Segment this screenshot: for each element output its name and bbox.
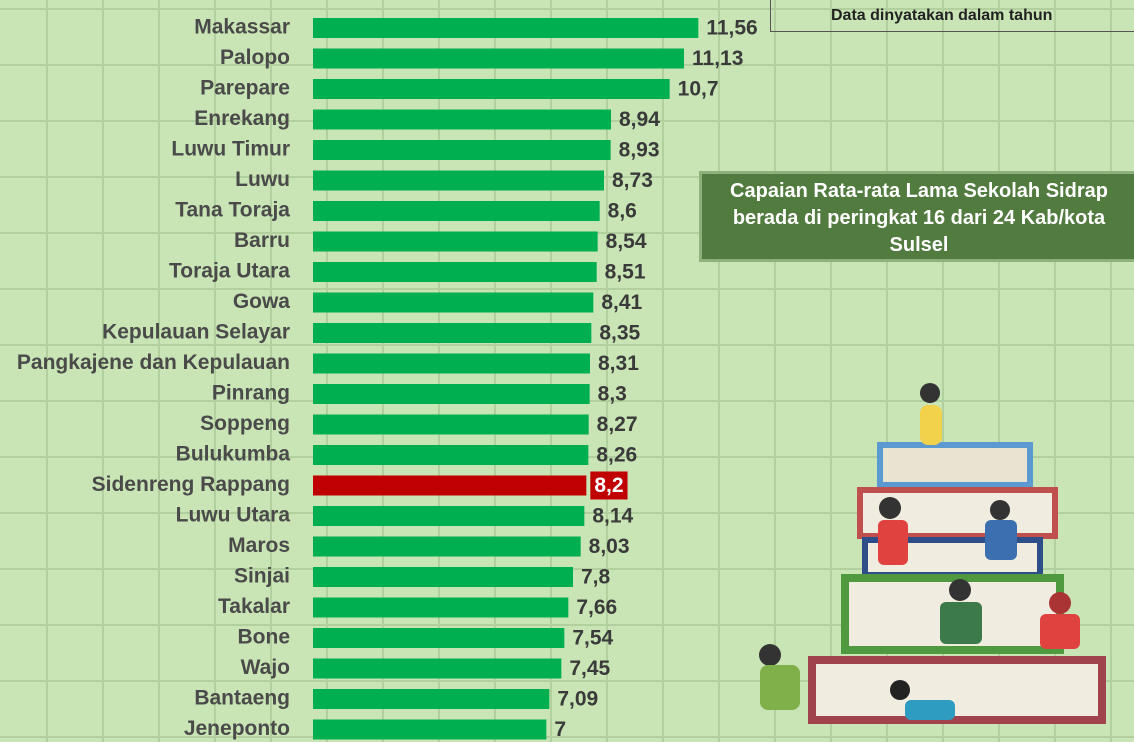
category-label: Tana Toraja <box>175 199 290 222</box>
category-label: Luwu <box>235 168 290 191</box>
illustration <box>759 383 1102 720</box>
value-label: 7,66 <box>576 596 617 619</box>
bar <box>313 232 598 252</box>
value-label: 10,7 <box>678 78 719 101</box>
category-label: Bone <box>238 626 291 649</box>
bar <box>313 415 589 435</box>
category-label: Palopo <box>220 46 290 69</box>
bar <box>313 720 546 740</box>
value-label: 8,26 <box>596 444 637 467</box>
category-label: Jeneponto <box>184 717 290 740</box>
bar <box>313 628 564 648</box>
bar <box>313 689 549 709</box>
category-label: Wajo <box>241 656 290 679</box>
value-label: 8,41 <box>601 291 642 314</box>
bar <box>313 384 590 404</box>
category-label: Gowa <box>233 290 290 313</box>
bar <box>313 659 561 679</box>
value-label: 8,2 <box>594 474 623 497</box>
category-label: Luwu Utara <box>176 504 291 527</box>
bar <box>313 110 611 130</box>
bar <box>313 354 590 374</box>
category-label: Sinjai <box>234 565 290 588</box>
value-label: 8,14 <box>592 505 633 528</box>
chart: Makassar 11,56 Palopo 11,13 Parepare 10,7 Enre… <box>0 0 1134 742</box>
bar <box>313 476 586 496</box>
category-label: Toraja Utara <box>169 260 290 283</box>
value-label: 8,27 <box>597 413 638 436</box>
value-label: 7,54 <box>572 627 613 650</box>
category-label: Soppeng <box>200 412 290 435</box>
highlight-note: Capaian Rata-rata Lama Sekolah Sidrap be… <box>699 171 1134 262</box>
bar <box>313 18 698 38</box>
value-label: 11,56 <box>706 17 757 40</box>
category-label: Maros <box>228 534 290 557</box>
value-label: 8,51 <box>605 261 646 284</box>
bar <box>313 49 684 69</box>
value-label: 8,73 <box>612 169 653 192</box>
value-label: 7,09 <box>557 688 598 711</box>
value-label: 8,54 <box>606 230 647 253</box>
value-label: 7,45 <box>569 657 610 680</box>
bar <box>313 293 593 313</box>
page: Makassar 11,56 Palopo 11,13 Parepare 10,7 Enre… <box>0 0 1134 742</box>
category-label: Bantaeng <box>194 687 290 710</box>
bar <box>313 323 591 343</box>
bar <box>313 201 600 221</box>
category-label: Makassar <box>194 16 290 39</box>
value-label: 7,8 <box>581 566 611 589</box>
value-label: 8,6 <box>608 200 637 223</box>
category-label: Parepare <box>200 77 290 100</box>
category-label: Pangkajene dan Kepulauan <box>17 351 290 374</box>
value-label: 8,03 <box>589 535 630 558</box>
category-label: Takalar <box>218 595 290 618</box>
bar <box>313 171 604 191</box>
unit-note: Data dinyatakan dalam tahun <box>770 0 1134 32</box>
value-label: 8,3 <box>598 383 627 406</box>
category-label: Kepulauan Selayar <box>102 321 290 344</box>
value-label: 8,93 <box>619 139 660 162</box>
category-label: Sidenreng Rappang <box>92 473 290 496</box>
category-label: Bulukumba <box>176 443 291 466</box>
value-label: 11,13 <box>692 47 743 70</box>
bar <box>313 567 573 587</box>
category-label: Barru <box>234 229 290 252</box>
category-label: Pinrang <box>212 382 290 405</box>
bar <box>313 506 584 526</box>
value-label: 8,31 <box>598 352 639 375</box>
category-label: Enrekang <box>194 107 290 130</box>
value-label: 8,94 <box>619 108 660 131</box>
bar <box>313 262 597 282</box>
bar <box>313 537 581 557</box>
value-label: 7 <box>554 718 566 741</box>
category-label: Luwu Timur <box>171 138 290 161</box>
bar <box>313 445 588 465</box>
value-label: 8,35 <box>599 322 640 345</box>
bar <box>313 598 568 618</box>
bar <box>313 140 611 160</box>
bar <box>313 79 670 99</box>
